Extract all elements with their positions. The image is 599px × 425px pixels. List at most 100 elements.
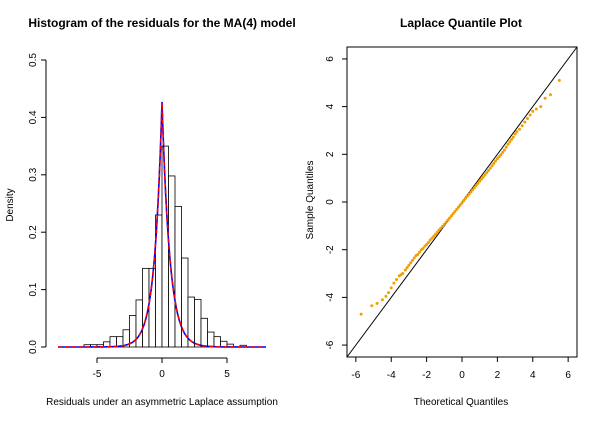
- qq-point: [428, 238, 432, 242]
- qq-point: [557, 78, 561, 82]
- qq-point: [485, 171, 489, 175]
- qq-point: [464, 196, 468, 200]
- qq-point: [465, 194, 469, 198]
- qq-point: [460, 201, 464, 205]
- x-tick-label: 4: [530, 370, 536, 381]
- qq-point: [520, 124, 524, 128]
- qq-point: [441, 224, 445, 228]
- qq-point: [495, 157, 499, 161]
- qq-point: [504, 145, 508, 149]
- y-tick-label: 0.1: [28, 282, 39, 296]
- qq-point: [387, 291, 391, 295]
- qq-point: [479, 177, 483, 181]
- qq-point: [442, 222, 446, 226]
- qq-point: [497, 155, 501, 159]
- qq-point: [543, 96, 547, 100]
- qq-point: [462, 199, 466, 203]
- qq-point: [518, 127, 521, 131]
- x-tick-label: 0: [459, 370, 465, 381]
- qq-point: [433, 232, 437, 236]
- qq-point: [499, 153, 503, 157]
- qq-point: [437, 228, 441, 232]
- qq-point: [416, 252, 420, 256]
- qq-point: [380, 298, 384, 302]
- qq-x-axis: -6 -4 -2 0 2 4 6: [351, 356, 571, 381]
- qq-point: [481, 175, 485, 179]
- y-tick-label: -6: [325, 340, 336, 349]
- y-tick-label: 0.5: [28, 53, 39, 67]
- qq-y-label: Sample Quantiles: [305, 161, 316, 240]
- qq-point: [409, 261, 413, 265]
- histogram-x-axis: -5 0 5: [93, 357, 230, 380]
- qq-point: [421, 247, 425, 250]
- qq-point: [370, 304, 374, 308]
- qq-point: [476, 181, 480, 185]
- qq-point: [528, 113, 532, 117]
- y-tick-label: -4: [325, 293, 336, 302]
- qq-point: [502, 148, 506, 152]
- histogram-title: Histogram of the residuals for the MA(4)…: [28, 16, 295, 30]
- qq-panel: Laplace Quantile Plot -6 -4 -2 0 2 4 6 -6 -4 -2 0…: [305, 16, 578, 408]
- qq-point: [410, 258, 414, 262]
- qq-point: [458, 203, 462, 207]
- qq-point: [359, 312, 363, 316]
- x-tick-label: -5: [93, 369, 102, 380]
- x-tick-label: 2: [495, 370, 501, 381]
- y-tick-label: 0.0: [28, 340, 39, 354]
- qq-point: [487, 169, 491, 173]
- x-tick-label: -6: [351, 370, 360, 381]
- qq-point: [384, 294, 388, 298]
- qq-point: [446, 218, 450, 222]
- histogram-bars: [83, 145, 247, 348]
- qq-point: [395, 278, 399, 281]
- qq-point: [474, 184, 478, 188]
- y-tick-label: 4: [325, 103, 336, 109]
- x-tick-label: -2: [422, 370, 431, 381]
- qq-point: [506, 142, 510, 146]
- qq-point: [469, 190, 473, 194]
- qq-point: [453, 210, 457, 214]
- qq-point: [510, 138, 514, 142]
- qq-point: [444, 220, 448, 224]
- qq-point: [425, 242, 429, 246]
- y-tick-label: 0.2: [28, 225, 39, 239]
- qq-point: [515, 130, 519, 134]
- qq-point: [467, 192, 471, 196]
- qq-point: [435, 230, 439, 234]
- qq-point: [511, 135, 515, 139]
- qq-point: [439, 226, 443, 230]
- qq-point: [407, 263, 411, 267]
- histogram-bar: [207, 331, 215, 348]
- qq-point: [455, 207, 459, 211]
- qq-point: [389, 286, 393, 290]
- y-tick-label: 6: [325, 56, 336, 62]
- x-tick-label: -4: [387, 370, 396, 381]
- qq-point: [525, 117, 529, 121]
- qq-point: [401, 272, 405, 276]
- y-tick-label: 0: [325, 199, 336, 205]
- qq-point: [483, 173, 487, 177]
- qq-point: [539, 105, 543, 109]
- x-tick-label: 6: [565, 370, 571, 381]
- qq-point: [472, 186, 476, 190]
- histogram-bar: [194, 298, 202, 348]
- qq-point: [490, 164, 494, 168]
- qq-point: [488, 166, 492, 170]
- qq-point: [451, 212, 455, 216]
- qq-point: [513, 132, 517, 136]
- qq-point: [432, 234, 436, 238]
- qq-point: [478, 179, 482, 183]
- qq-points: [359, 78, 561, 316]
- qq-point: [548, 93, 552, 97]
- qq-point: [531, 109, 535, 113]
- histogram-y-axis: 0.0 0.1 0.2 0.3 0.4 0.5: [28, 53, 47, 354]
- qq-y-axis: -6 -4 -2 0 2 4 6: [325, 56, 348, 350]
- density-curve: [58, 103, 266, 348]
- qq-point: [405, 266, 409, 270]
- qq-point: [403, 268, 407, 272]
- qq-point: [430, 236, 434, 240]
- qq-point: [494, 159, 498, 163]
- histogram-bar: [213, 336, 221, 348]
- density-curves: [58, 101, 266, 348]
